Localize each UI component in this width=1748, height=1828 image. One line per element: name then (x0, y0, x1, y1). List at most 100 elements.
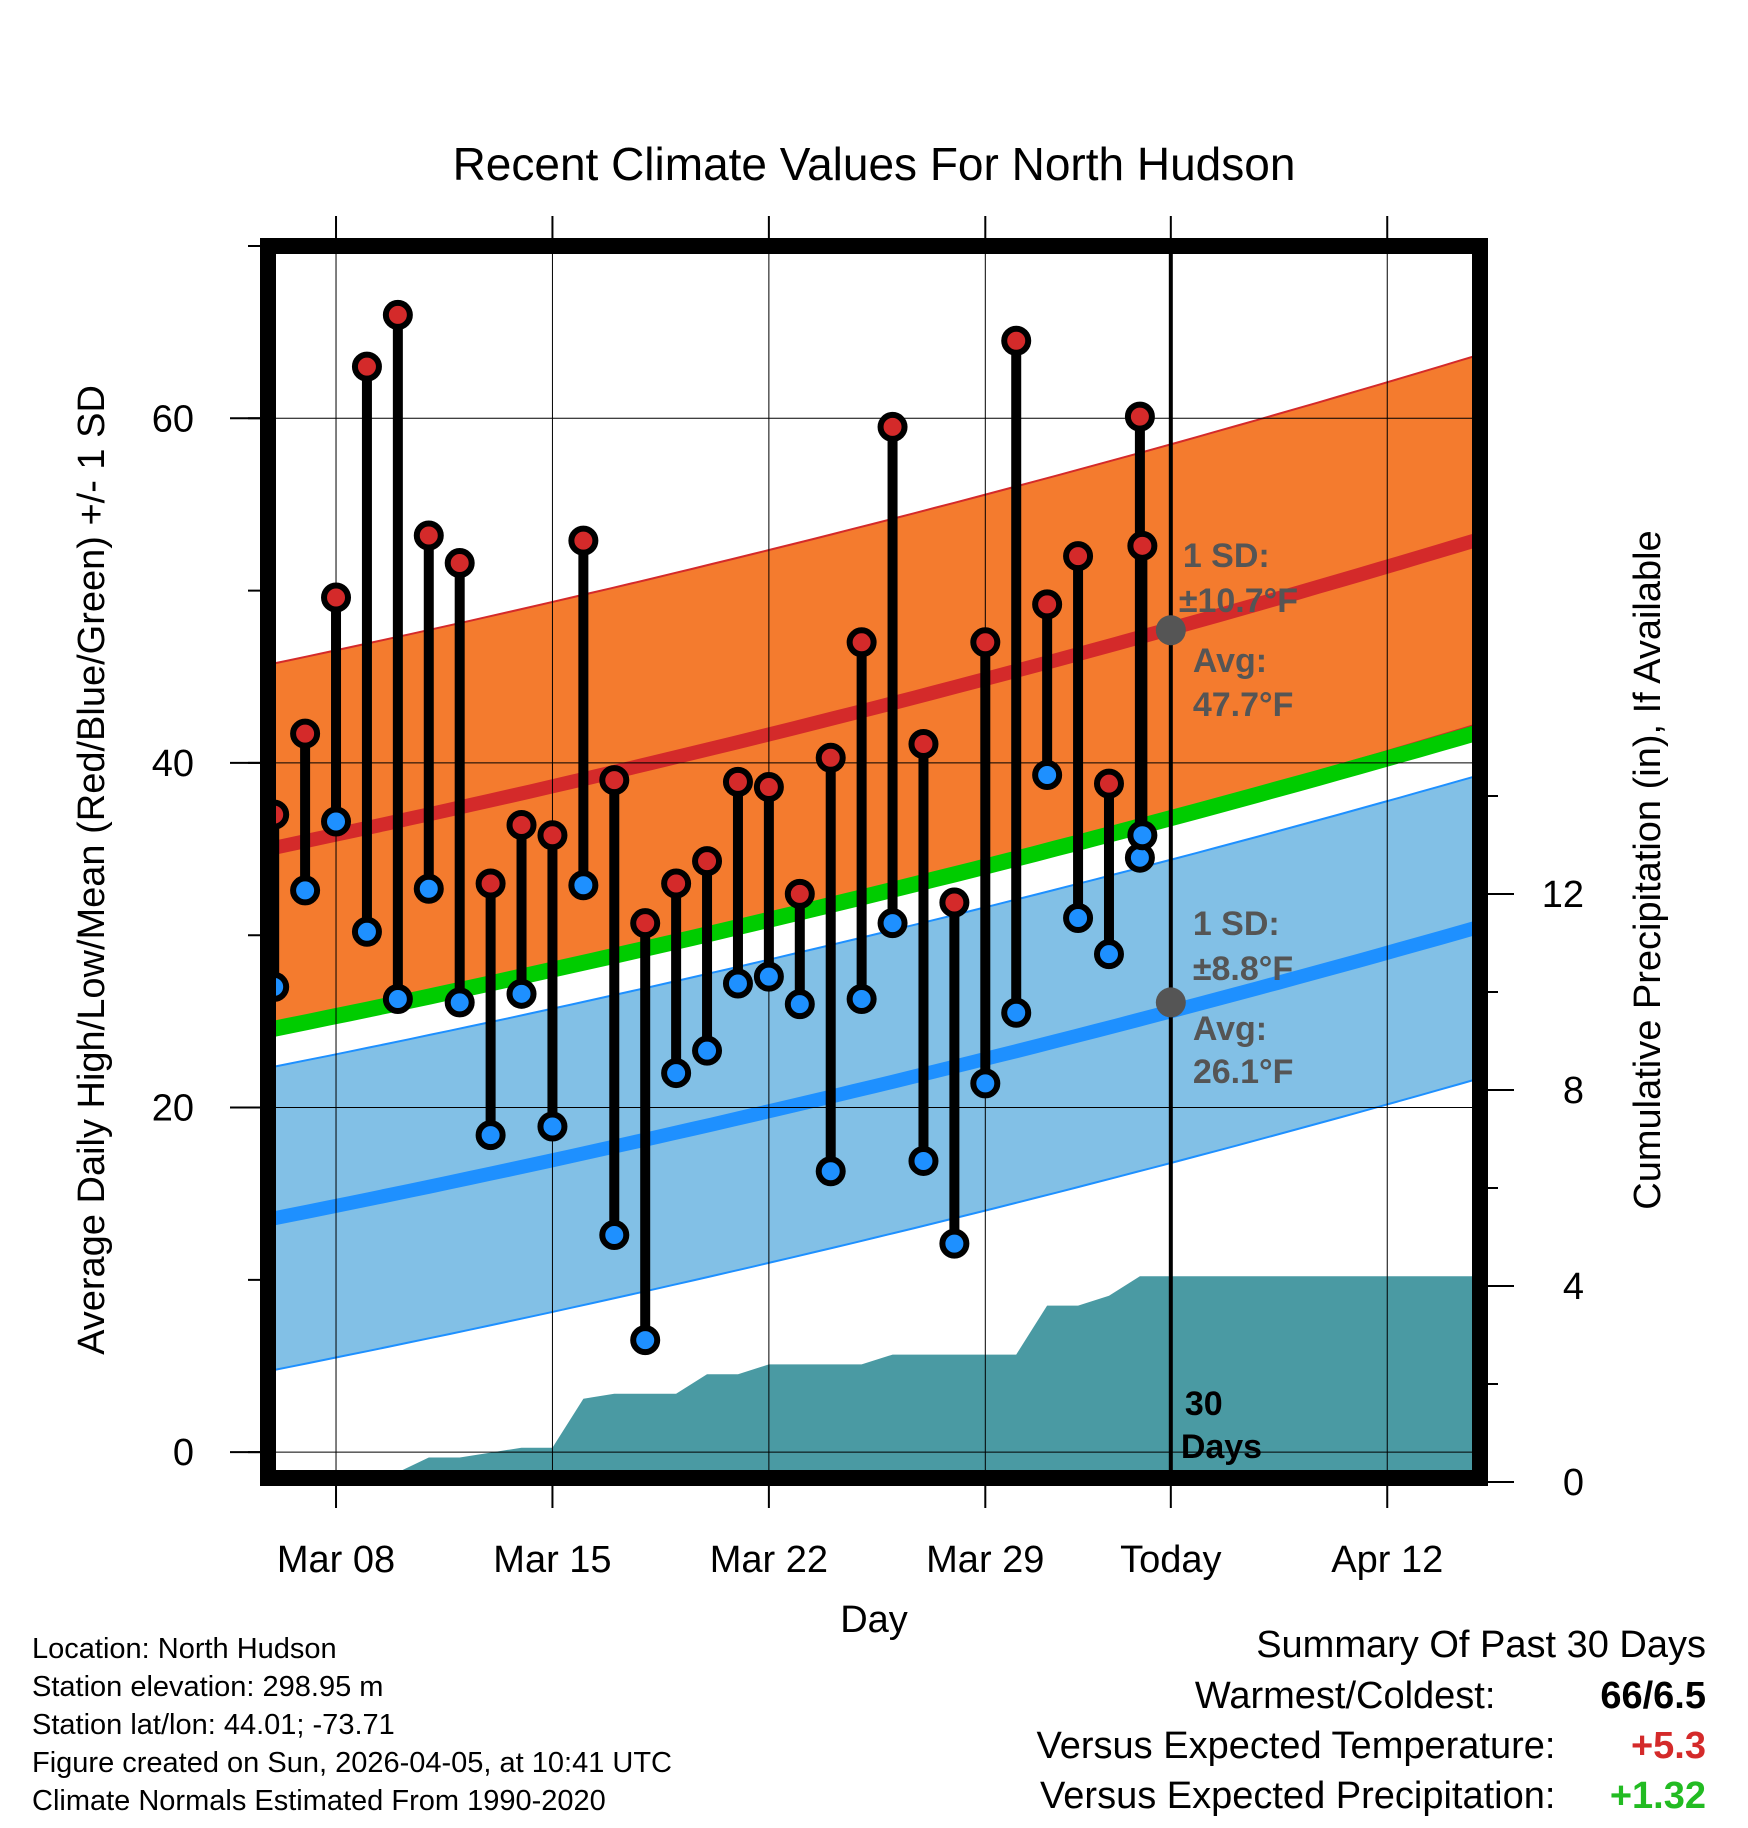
daily-low-point (1127, 820, 1158, 851)
y-tick-label: 40 (152, 743, 194, 785)
low-sd-value: ±8.8°F (1193, 950, 1293, 988)
meta-normals: Climate Normals Estimated From 1990-2020 (32, 1785, 606, 1817)
meta-latlon: Station lat/lon: 44.01; -73.71 (32, 1709, 395, 1741)
daily-high-point (846, 627, 877, 658)
daily-low-point (692, 1035, 723, 1066)
daily-high-point (692, 846, 723, 877)
plot-frame (260, 238, 1488, 1486)
daily-high-point (908, 728, 939, 759)
x-tick-label: Mar 22 (710, 1539, 828, 1581)
daily-high-point (1127, 530, 1158, 561)
daily-high-point (1124, 401, 1155, 432)
daily-low-point (1093, 939, 1124, 970)
daily-low-point (321, 806, 352, 837)
summary-temp: Versus Expected Temperature: +5.3 (1037, 1725, 1706, 1768)
daily-high-point (599, 765, 630, 796)
daily-low-point (1063, 903, 1094, 933)
daily-low-point (351, 916, 382, 947)
chart-title: Recent Climate Values For North Hudson (453, 138, 1296, 190)
low-sd-label: 1 SD: (1193, 905, 1280, 943)
precip-value: +1.32 (1609, 1775, 1706, 1817)
daily-low-point (413, 873, 444, 904)
plot-area (268, 246, 1480, 1478)
daily-high-point (722, 766, 753, 797)
temp-label: Versus Expected Temperature: (1036, 1725, 1556, 1767)
y2-tick-label: 8 (1563, 1070, 1584, 1112)
daily-low-point (753, 961, 784, 992)
daily-low-point (1001, 997, 1032, 1028)
daily-low-point (784, 989, 815, 1020)
daily-low-point (661, 1058, 692, 1089)
temp-value: +5.3 (1630, 1725, 1706, 1767)
high-avg-value: 47.7°F (1193, 686, 1294, 724)
daily-low-point (599, 1220, 630, 1251)
summary-warm-cold: Warmest/Coldest: 66/6.5 (1195, 1675, 1706, 1718)
summary-panel: Summary Of Past 30 Days (1256, 1624, 1706, 1667)
daily-high-point (1032, 589, 1063, 620)
y-tick-label: 0 (173, 1432, 194, 1474)
high-normal-line (268, 532, 1480, 856)
y-tick-label: 60 (152, 398, 194, 440)
daily-low-point (630, 1325, 661, 1356)
daily-high-point (444, 548, 475, 579)
daily-low-point (877, 908, 908, 939)
warm-cold-value: 66/6.5 (1600, 1675, 1706, 1717)
daily-high-point (413, 520, 444, 551)
daily-high-point (661, 868, 692, 899)
daily-high-point (475, 868, 506, 899)
daily-high-point (506, 809, 537, 840)
y-tick-label: 20 (152, 1088, 194, 1130)
daily-high-point (321, 582, 352, 613)
daily-high-point (290, 718, 321, 749)
daily-low-point (290, 875, 321, 906)
high-avg-label: Avg: (1193, 642, 1267, 680)
x-axis-title: Day (840, 1599, 908, 1641)
high-sd-label: 1 SD: (1183, 537, 1270, 575)
precip-area (268, 1276, 1480, 1478)
days-count: 30 (1185, 1385, 1223, 1423)
x-tick-label: Mar 15 (493, 1539, 611, 1581)
daily-high-point (784, 878, 815, 909)
high-sd-value: ±10.7°F (1179, 582, 1298, 620)
today-low-avg-point (1155, 987, 1186, 1018)
y2-axis-title: Cumulative Precipitation (in), If Availa… (1627, 530, 1669, 1209)
precip-label: Versus Expected Precipitation: (1040, 1775, 1556, 1817)
summary-heading: Summary Of Past 30 Days (1256, 1624, 1706, 1666)
daily-high-point (939, 887, 970, 918)
daily-high-point (970, 627, 1001, 658)
daily-low-point (537, 1111, 568, 1142)
daily-low-point (382, 983, 413, 1014)
daily-low-point (970, 1068, 1001, 1099)
y2-tick-label: 4 (1563, 1266, 1584, 1308)
y2-tick-label: 12 (1542, 874, 1584, 916)
daily-low-point (475, 1120, 506, 1151)
low-avg-label: Avg: (1193, 1010, 1267, 1048)
x-tick-label: Apr 12 (1331, 1539, 1443, 1581)
daily-low-point (506, 978, 537, 1009)
daily-high-point (877, 411, 908, 442)
daily-low-point (568, 870, 599, 901)
x-tick-label: Mar 29 (926, 1539, 1044, 1581)
y2-tick-label: 0 (1563, 1462, 1584, 1504)
mean-normal-line (268, 724, 1480, 1038)
daily-high-point (1001, 325, 1032, 356)
daily-low-point (815, 1156, 846, 1187)
station-meta: Location: North Hudson Station elevation… (32, 1630, 672, 1820)
x-tick-label: Today (1120, 1539, 1221, 1581)
daily-low-point (846, 983, 877, 1014)
daily-high-point (630, 908, 661, 939)
daily-high-point (815, 742, 846, 773)
y-axis-title: Average Daily High/Low/Mean (Red/Blue/Gr… (71, 385, 113, 1355)
meta-elevation: Station elevation: 298.95 m (32, 1671, 384, 1703)
daily-low-point (722, 968, 753, 999)
low-normal-line (268, 919, 1480, 1227)
low-avg-value: 26.1°F (1193, 1053, 1294, 1091)
x-tick-label: Mar 08 (277, 1539, 395, 1581)
warm-cold-label: Warmest/Coldest: (1194, 1675, 1496, 1717)
daily-high-point (1063, 541, 1094, 572)
daily-low-point (939, 1228, 970, 1259)
days-word: Days (1181, 1428, 1262, 1466)
daily-high-point (753, 772, 784, 803)
daily-low-point (1032, 759, 1063, 790)
summary-precip: Versus Expected Precipitation: +1.32 (1040, 1775, 1706, 1818)
